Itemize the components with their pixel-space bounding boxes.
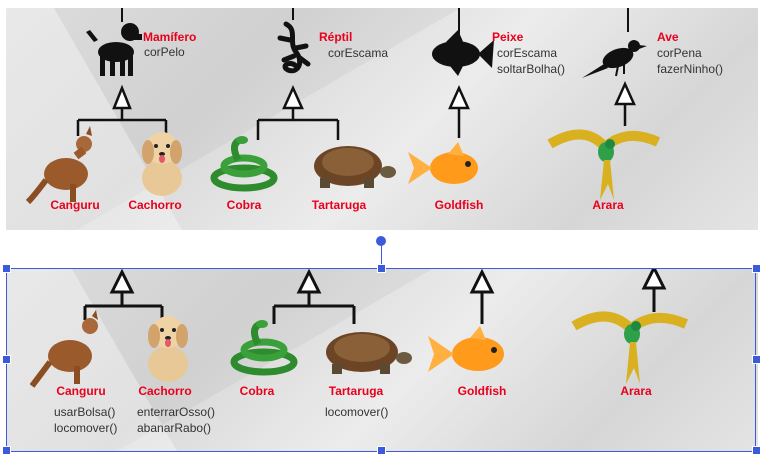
attr-ave-0: corPena <box>657 46 702 60</box>
macaw-image <box>547 129 661 200</box>
class-name-ave: Ave <box>657 30 679 44</box>
puppy-image <box>148 316 188 382</box>
class-name-reptil: Réptil <box>319 30 353 44</box>
label-goldfish: Goldfish <box>434 198 484 212</box>
snake-image <box>230 320 298 376</box>
method-canguru-1: locomover() <box>54 421 118 435</box>
goldfish-image <box>428 326 504 372</box>
dog-silhouette-icon <box>86 23 142 76</box>
attr-ave-1: fazerNinho() <box>657 62 724 76</box>
rotation-handle[interactable] <box>376 236 386 246</box>
label-cachorro: Cachorro <box>138 384 192 398</box>
label-tartaruga: Tartaruga <box>328 384 384 398</box>
method-cachorro-0: enterrarOsso() <box>137 405 216 419</box>
macaw-image <box>571 311 689 384</box>
label-arara: Arara <box>592 198 624 212</box>
label-cobra: Cobra <box>226 198 262 212</box>
inheritance-arrow <box>282 84 304 110</box>
label-canguru: Canguru <box>50 198 100 212</box>
inheritance-arrow <box>448 84 470 110</box>
label-tartaruga: Tartaruga <box>311 198 367 212</box>
hierarchy-lines-bottom <box>83 268 667 324</box>
attr-peixe-1: soltarBolha() <box>497 62 566 76</box>
resize-handle-top-left[interactable] <box>2 264 11 273</box>
resize-handle-bottom-right[interactable] <box>752 446 761 455</box>
fish-silhouette-icon <box>432 30 494 76</box>
kangaroo-image <box>26 126 92 205</box>
label-goldfish: Goldfish <box>457 384 507 398</box>
class-name-mamifero: Mamífero <box>143 30 197 44</box>
bottom-slide-panel: Canguru Cachorro Cobra Tartaruga Goldfis… <box>6 268 758 452</box>
rotation-handle-stem <box>381 246 382 268</box>
method-cachorro-1: abanarRabo() <box>137 421 212 435</box>
snake-image <box>210 136 278 192</box>
resize-handle-bottom[interactable] <box>377 446 386 455</box>
inheritance-arrow <box>614 80 636 106</box>
methods-tartaruga: locomover() <box>325 404 388 420</box>
label-cachorro: Cachorro <box>128 198 182 212</box>
resize-handle-bottom-left[interactable] <box>2 446 11 455</box>
turtle-image <box>314 146 396 188</box>
lizard-silhouette-icon <box>277 21 311 74</box>
hierarchy-lines-top <box>76 8 647 140</box>
class-name-peixe: Peixe <box>492 30 524 44</box>
goldfish-image <box>408 142 478 184</box>
turtle-image <box>326 332 412 374</box>
kangaroo-image <box>30 310 98 388</box>
resize-handle-top-right[interactable] <box>752 264 761 273</box>
methods-cachorro: enterrarOsso() abanarRabo() <box>137 404 215 436</box>
label-canguru: Canguru <box>56 384 106 398</box>
bird-silhouette-icon <box>582 40 647 78</box>
label-cobra: Cobra <box>239 384 275 398</box>
method-tartaruga-0: locomover() <box>325 405 389 419</box>
inheritance-arrow <box>112 84 132 110</box>
attr-reptil-0: corEscama <box>328 46 389 60</box>
resize-handle-top[interactable] <box>377 264 386 273</box>
resize-handle-left[interactable] <box>2 355 11 364</box>
resize-handle-right[interactable] <box>752 355 761 364</box>
attr-peixe-0: corEscama <box>497 46 558 60</box>
label-arara: Arara <box>620 384 652 398</box>
selection-box[interactable] <box>6 268 756 452</box>
method-canguru-0: usarBolsa() <box>54 405 116 419</box>
top-slide-panel: Mamífero corPelo Réptil corEscama Peixe … <box>6 8 758 230</box>
methods-canguru: usarBolsa() locomover() <box>54 404 117 436</box>
attr-mamifero-0: corPelo <box>144 45 185 59</box>
puppy-image <box>142 132 182 196</box>
